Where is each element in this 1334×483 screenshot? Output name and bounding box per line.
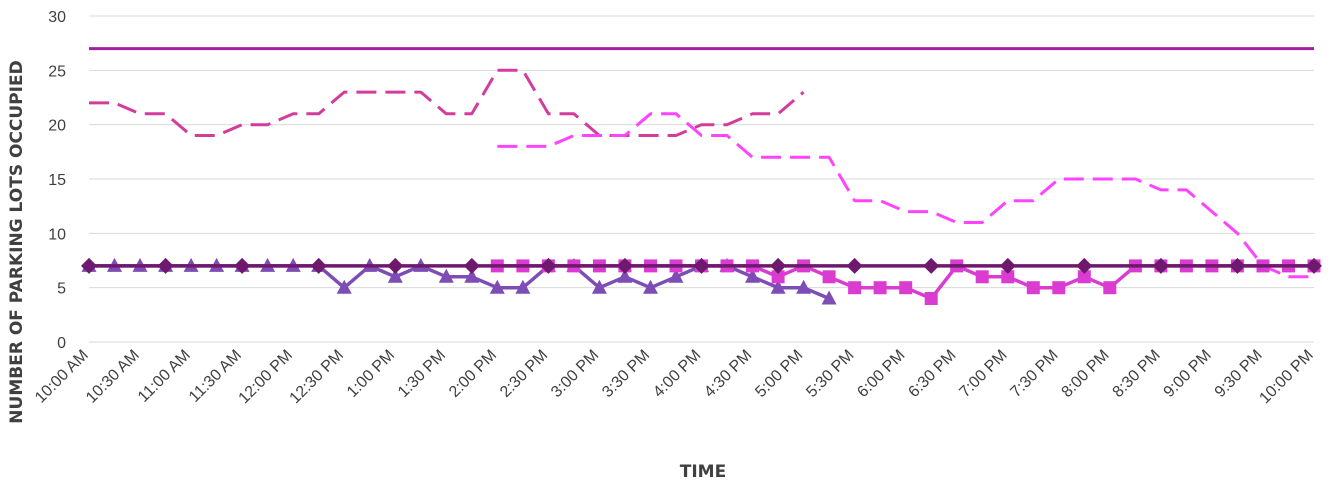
data-point-square bbox=[899, 281, 913, 295]
y-axis-title: NUMBER OF PARKING LOTS OCCUPIED bbox=[7, 60, 27, 423]
y-tick-label: 5 bbox=[57, 281, 66, 298]
data-point-diamond bbox=[234, 257, 251, 274]
series-group bbox=[81, 47, 1322, 305]
data-point-triangle bbox=[668, 268, 684, 283]
data-point-diamond bbox=[540, 257, 557, 274]
y-axis-ticks: 0 5 10 15 20 25 30 bbox=[48, 9, 66, 352]
x-tick-label: 1:00 PM bbox=[344, 347, 398, 401]
data-point-diamond bbox=[616, 257, 633, 274]
x-tick-label: 3:00 PM bbox=[548, 347, 602, 401]
x-tick-label: 8:00 PM bbox=[1059, 347, 1113, 401]
data-point-square bbox=[924, 292, 938, 305]
data-point-diamond bbox=[1306, 257, 1322, 274]
series-2 bbox=[89, 68, 805, 137]
x-tick-label: 9:00 PM bbox=[1161, 347, 1215, 401]
data-point-diamond bbox=[1152, 257, 1169, 274]
x-tick-label: 10:00 PM bbox=[1256, 347, 1316, 407]
data-point-triangle bbox=[745, 268, 760, 283]
data-point-triangle bbox=[515, 279, 531, 294]
x-tick-label: 12:30 PM bbox=[287, 347, 347, 407]
data-point-triangle bbox=[617, 268, 633, 283]
data-point-diamond bbox=[999, 257, 1016, 274]
x-tick-label: 11:00 AM bbox=[135, 347, 194, 406]
y-tick-label: 10 bbox=[48, 226, 66, 243]
data-point-square bbox=[1001, 270, 1015, 284]
data-point-triangle bbox=[643, 279, 658, 294]
data-point-square bbox=[873, 281, 887, 295]
x-tick-label: 7:00 PM bbox=[956, 347, 1010, 401]
data-point-square bbox=[822, 270, 836, 284]
data-point-square bbox=[848, 281, 862, 295]
y-tick-label: 15 bbox=[48, 172, 66, 189]
data-point-square bbox=[975, 270, 989, 284]
data-point-diamond bbox=[463, 257, 480, 274]
y-tick-label: 25 bbox=[48, 63, 66, 80]
data-point-diamond bbox=[310, 257, 327, 274]
x-tick-label: 12:00 PM bbox=[236, 347, 296, 407]
series-6 bbox=[81, 257, 1322, 274]
data-point-diamond bbox=[693, 257, 710, 274]
data-point-square bbox=[1026, 281, 1040, 295]
x-tick-label: 4:00 PM bbox=[650, 347, 704, 401]
y-tick-label: 30 bbox=[48, 9, 66, 26]
x-tick-label: 10:30 AM bbox=[83, 347, 143, 407]
data-point-triangle bbox=[591, 279, 607, 294]
series-line bbox=[497, 112, 1314, 279]
x-tick-label: 8:30 PM bbox=[1110, 347, 1164, 401]
data-point-diamond bbox=[1229, 257, 1246, 274]
series-3 bbox=[497, 112, 1314, 279]
data-point-square bbox=[771, 270, 785, 284]
x-axis-title: TIME bbox=[680, 462, 726, 482]
data-point-diamond bbox=[81, 257, 97, 274]
y-tick-label: 20 bbox=[48, 118, 66, 135]
x-tick-label: 5:00 PM bbox=[752, 347, 806, 401]
x-tick-label: 2:30 PM bbox=[497, 347, 551, 401]
x-tick-label: 5:30 PM bbox=[803, 347, 857, 401]
data-point-diamond bbox=[923, 257, 940, 274]
data-point-triangle bbox=[336, 279, 352, 294]
data-point-triangle bbox=[464, 268, 480, 283]
x-tick-label: 1:30 PM bbox=[395, 347, 449, 401]
data-point-diamond bbox=[157, 257, 174, 274]
x-tick-label: 6:30 PM bbox=[905, 347, 959, 401]
data-point-triangle bbox=[770, 279, 786, 294]
x-tick-label: 4:30 PM bbox=[701, 347, 755, 401]
data-point-triangle bbox=[821, 290, 837, 305]
data-point-triangle bbox=[438, 268, 454, 283]
data-point-square bbox=[1077, 270, 1091, 284]
x-tick-label: 6:00 PM bbox=[854, 347, 908, 401]
x-tick-label: 2:00 PM bbox=[446, 347, 500, 401]
data-point-triangle bbox=[796, 279, 812, 294]
x-tick-label: 10:00 AM bbox=[32, 347, 92, 407]
data-point-square bbox=[1103, 281, 1117, 295]
series-line bbox=[89, 264, 830, 301]
data-point-square bbox=[1052, 281, 1066, 295]
data-point-diamond bbox=[387, 257, 404, 274]
data-point-diamond bbox=[1076, 257, 1093, 274]
data-point-diamond bbox=[846, 257, 863, 274]
x-tick-label: 7:30 PM bbox=[1007, 347, 1061, 401]
data-point-diamond bbox=[770, 257, 787, 274]
series-line bbox=[89, 68, 805, 137]
y-tick-label: 0 bbox=[57, 335, 66, 352]
x-tick-label: 3:30 PM bbox=[599, 347, 653, 401]
data-point-triangle bbox=[387, 268, 403, 283]
data-point-triangle bbox=[489, 279, 505, 294]
